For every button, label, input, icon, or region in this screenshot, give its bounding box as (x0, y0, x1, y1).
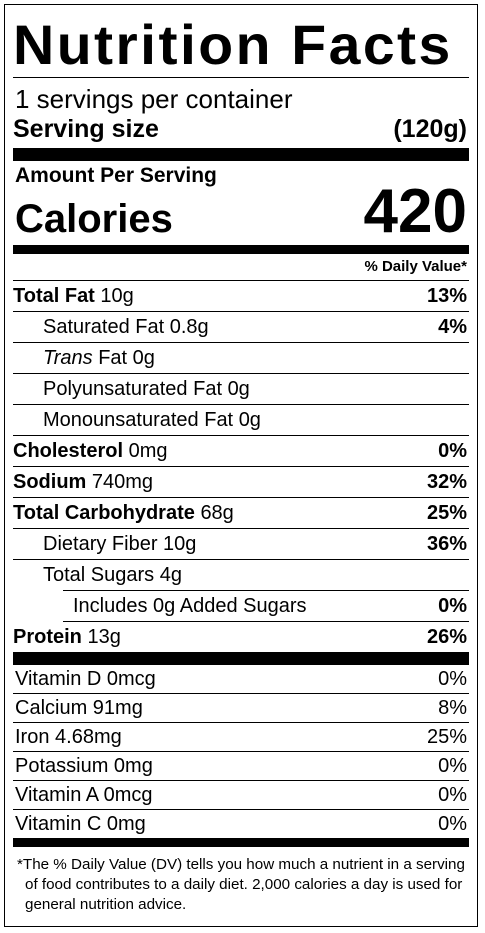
nutrient-dv: 26% (426, 625, 467, 648)
nutrient-amount: 0g (132, 346, 155, 369)
vitamin-row-iron: Iron 4.68mg 25% (13, 723, 469, 752)
nutrient-amount: 10g (163, 532, 197, 555)
amount-per-serving: Amount Per Serving (15, 164, 217, 187)
vitamin-dv: 0% (438, 812, 467, 835)
nutrient-label: Total Carbohydrate (13, 501, 195, 524)
nutrient-dv: 32% (426, 470, 467, 493)
nutrient-row-cholesterol: Cholesterol 0mg 0% (13, 436, 469, 467)
nutrient-label: Dietary Fiber (43, 532, 158, 555)
nutrient-amount: 4g (159, 563, 182, 586)
nutrition-facts-label: Nutrition Facts 1 servings per container… (4, 4, 478, 927)
calories-divider (13, 245, 469, 254)
nutrient-row-dietary-fiber: Dietary Fiber 10g 36% (13, 529, 469, 560)
nutrient-row-polyunsaturated-fat: Polyunsaturated Fat 0g (13, 374, 469, 405)
vitamin-label: Vitamin D 0mcg (15, 667, 156, 690)
nutrient-amount: 68g (200, 501, 234, 524)
daily-value-header: % Daily Value* (13, 254, 469, 281)
nutrient-row-trans-fat: Trans Fat 0g (13, 343, 469, 374)
vitamin-row-vitamin-d: Vitamin D 0mcg 0% (13, 665, 469, 694)
vitamin-dv: 25% (426, 725, 467, 748)
nutrient-label: Protein (13, 625, 82, 648)
nutrient-row-added-sugars: Includes 0g Added Sugars 0% (63, 590, 469, 622)
serving-divider (13, 148, 469, 161)
nutrient-label: Total Sugars (43, 563, 155, 586)
nutrient-label: Saturated Fat (43, 315, 165, 338)
nutrient-label: Total Fat (13, 284, 95, 307)
serving-size-label: Serving size (13, 115, 159, 143)
daily-value-footnote: *The % Daily Value (DV) tells you how mu… (17, 856, 465, 913)
nutrient-row-total-carbohydrate: Total Carbohydrate 68g 25% (13, 498, 469, 529)
servings-per-container: 1 servings per container (15, 84, 293, 114)
nutrient-amount: 13g (87, 625, 121, 648)
vitamin-dv: 0% (438, 783, 467, 806)
nutrient-amount: 740mg (91, 470, 154, 493)
nutrient-row-protein: Protein 13g 26% (13, 622, 469, 652)
nutrient-label: Monounsaturated Fat (43, 408, 234, 431)
nutrient-dv: 0% (438, 594, 467, 617)
vitamin-label: Vitamin A 0mcg (15, 783, 153, 806)
nutrient-row-total-fat: Total Fat 10g 13% (13, 281, 469, 312)
nutrient-amount: 0g (238, 408, 261, 431)
calories-label: Calories (15, 197, 173, 241)
vitamin-row-calcium: Calcium 91mg 8% (13, 694, 469, 723)
nutrient-dv: 13% (426, 284, 467, 307)
calories-value: 420 (363, 177, 467, 246)
protein-divider (13, 652, 469, 665)
vitamin-dv: 0% (438, 667, 467, 690)
vitamin-row-vitamin-a: Vitamin A 0mcg 0% (13, 781, 469, 810)
nutrient-row-total-sugars: Total Sugars 4g (13, 560, 469, 590)
vitamin-label: Calcium 91mg (15, 696, 143, 719)
vitamin-label: Iron 4.68mg (15, 725, 122, 748)
nutrient-amount: 0.8g (169, 315, 209, 338)
nutrient-row-saturated-fat: Saturated Fat 0.8g 4% (13, 312, 469, 343)
nutrient-label: Includes 0g Added Sugars (73, 594, 307, 617)
label-title: Nutrition Facts (13, 13, 453, 76)
nutrient-label: Cholesterol (13, 439, 124, 462)
nutrient-label-italic: Trans (43, 346, 93, 369)
vitamin-dv: 8% (438, 696, 467, 719)
nutrient-dv: 0% (438, 439, 467, 462)
nutrient-label: Fat (98, 346, 128, 369)
vitamin-label: Vitamin C 0mg (15, 812, 146, 835)
footnote-divider (13, 838, 469, 847)
vitamin-row-vitamin-c: Vitamin C 0mg 0% (13, 810, 469, 838)
nutrient-dv: 25% (426, 501, 467, 524)
vitamin-dv: 0% (438, 754, 467, 777)
nutrient-amount: 0mg (128, 439, 168, 462)
nutrient-dv: 4% (438, 315, 467, 338)
nutrient-amount: 0g (227, 377, 250, 400)
nutrient-row-sodium: Sodium 740mg 32% (13, 467, 469, 498)
nutrient-amount: 10g (100, 284, 134, 307)
title-divider (13, 77, 469, 78)
nutrient-dv: 36% (426, 532, 467, 555)
calories-row: Calories 420 (13, 181, 469, 243)
vitamin-row-potassium: Potassium 0mg 0% (13, 752, 469, 781)
vitamin-label: Potassium 0mg (15, 754, 153, 777)
serving-size-row: Serving size (120g) (13, 114, 469, 146)
nutrient-row-monounsaturated-fat: Monounsaturated Fat 0g (13, 405, 469, 436)
nutrient-label: Polyunsaturated Fat (43, 377, 222, 400)
nutrient-label: Sodium (13, 470, 87, 493)
serving-size-value: (120g) (393, 115, 467, 143)
